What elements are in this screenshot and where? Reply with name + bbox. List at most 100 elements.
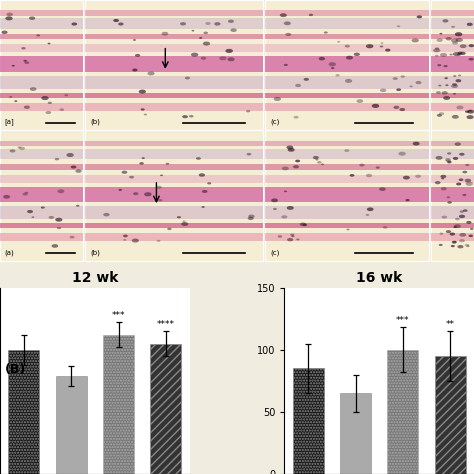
- Bar: [0, 10, 83, 16]
- Bar: [431, 175, 474, 182]
- Circle shape: [9, 96, 12, 98]
- Bar: [431, 0, 474, 130]
- Bar: [0, 223, 83, 228]
- Circle shape: [467, 23, 473, 26]
- Circle shape: [273, 97, 281, 101]
- Bar: [0, 149, 83, 159]
- Circle shape: [465, 179, 471, 182]
- Circle shape: [435, 55, 438, 57]
- Circle shape: [381, 42, 383, 44]
- Bar: [85, 130, 263, 261]
- Circle shape: [442, 19, 448, 22]
- Circle shape: [403, 176, 410, 180]
- Circle shape: [296, 238, 300, 240]
- Bar: [265, 223, 429, 228]
- Bar: [265, 45, 429, 52]
- Circle shape: [446, 159, 451, 162]
- Circle shape: [462, 194, 466, 196]
- Circle shape: [286, 146, 293, 149]
- Circle shape: [345, 45, 350, 47]
- Circle shape: [442, 216, 447, 219]
- Circle shape: [226, 49, 233, 53]
- Circle shape: [346, 228, 350, 230]
- Bar: [8, 350, 39, 474]
- Circle shape: [182, 115, 188, 118]
- Circle shape: [1, 31, 8, 34]
- Circle shape: [459, 215, 465, 218]
- Bar: [265, 141, 429, 146]
- Bar: [85, 175, 263, 182]
- Circle shape: [466, 245, 470, 247]
- Text: ***: ***: [112, 311, 125, 320]
- Bar: [431, 186, 474, 202]
- Circle shape: [191, 30, 194, 31]
- Circle shape: [463, 194, 466, 195]
- Circle shape: [118, 189, 122, 191]
- Bar: [0, 56, 83, 72]
- Circle shape: [460, 44, 466, 48]
- Bar: [431, 206, 474, 219]
- Circle shape: [450, 233, 455, 236]
- Circle shape: [344, 149, 349, 152]
- Circle shape: [278, 235, 282, 237]
- Bar: [265, 0, 429, 130]
- Circle shape: [317, 161, 321, 164]
- Bar: [0, 18, 83, 29]
- Circle shape: [181, 222, 188, 226]
- Circle shape: [293, 165, 299, 168]
- Bar: [0, 92, 83, 98]
- Bar: [265, 149, 429, 159]
- Circle shape: [438, 64, 441, 66]
- Circle shape: [214, 22, 220, 26]
- Circle shape: [455, 32, 462, 36]
- Circle shape: [30, 87, 36, 91]
- Bar: [85, 164, 263, 170]
- Circle shape: [57, 227, 61, 229]
- Bar: [0, 186, 83, 202]
- Bar: [0, 206, 83, 219]
- Circle shape: [447, 161, 452, 164]
- Circle shape: [144, 114, 147, 115]
- Circle shape: [459, 239, 465, 242]
- Bar: [265, 186, 429, 202]
- Circle shape: [288, 148, 295, 152]
- Circle shape: [456, 79, 461, 82]
- Circle shape: [439, 233, 443, 235]
- Circle shape: [25, 61, 29, 64]
- Bar: [85, 92, 263, 98]
- Circle shape: [410, 85, 413, 87]
- Circle shape: [467, 109, 474, 114]
- Bar: [85, 0, 263, 130]
- Circle shape: [356, 99, 363, 103]
- Bar: [85, 18, 263, 29]
- Circle shape: [451, 38, 458, 43]
- Circle shape: [284, 191, 287, 192]
- Circle shape: [144, 192, 152, 196]
- Circle shape: [453, 93, 456, 95]
- Circle shape: [118, 22, 124, 26]
- Bar: [0, 76, 83, 89]
- Circle shape: [451, 26, 455, 28]
- Circle shape: [228, 19, 234, 23]
- Circle shape: [72, 22, 77, 26]
- Circle shape: [452, 115, 459, 119]
- Circle shape: [271, 199, 278, 202]
- Circle shape: [413, 142, 419, 146]
- Circle shape: [191, 53, 198, 57]
- Circle shape: [453, 52, 460, 56]
- Bar: [431, 76, 474, 89]
- Circle shape: [273, 208, 277, 210]
- Circle shape: [385, 49, 391, 52]
- Circle shape: [447, 196, 450, 198]
- Circle shape: [285, 33, 291, 36]
- Circle shape: [156, 240, 161, 242]
- Circle shape: [458, 74, 461, 76]
- Circle shape: [139, 90, 146, 93]
- Circle shape: [468, 110, 472, 112]
- Circle shape: [205, 22, 210, 25]
- Text: (c): (c): [270, 118, 280, 125]
- Text: (B): (B): [5, 363, 26, 376]
- Circle shape: [57, 189, 64, 193]
- Circle shape: [132, 69, 137, 72]
- Circle shape: [436, 91, 441, 94]
